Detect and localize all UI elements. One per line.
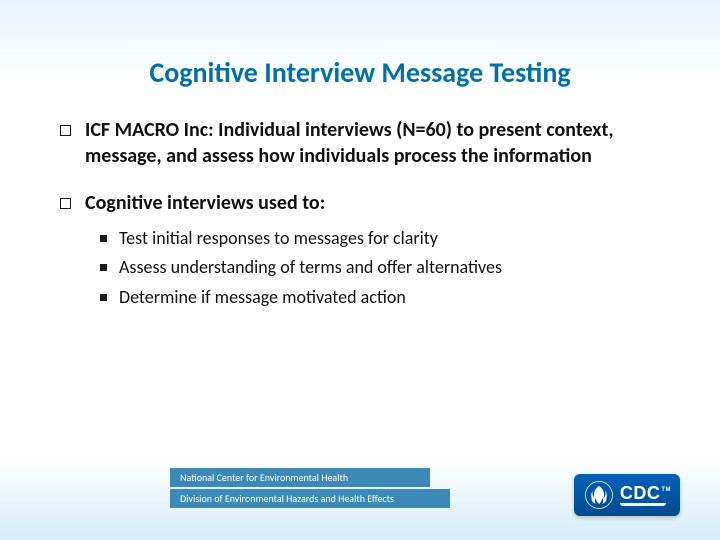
slide-body: Cognitive Interview Message Testing ICF …: [0, 0, 720, 309]
footer-bars: National Center for Environmental Health…: [170, 468, 450, 510]
square-sub-bullet-icon: [100, 264, 107, 271]
footer: National Center for Environmental Health…: [0, 468, 720, 510]
trademark-symbol: TM: [661, 487, 671, 493]
hhs-eagle-icon: [584, 480, 614, 510]
cdc-swoosh-icon: [620, 503, 666, 506]
cdc-text-block: CDCTM: [620, 484, 670, 506]
cdc-letters: CDC: [620, 483, 661, 503]
footer-line-2: Division of Environmental Hazards and He…: [170, 489, 450, 508]
cdc-logo: CDCTM: [574, 474, 680, 516]
square-bullet-icon: [60, 198, 71, 209]
sub-bullet-item: Test initial responses to messages for c…: [100, 227, 660, 250]
sub-bullet-text: Assess understanding of terms and offer …: [119, 256, 502, 279]
square-bullet-icon: [60, 125, 71, 136]
sub-bullet-text: Test initial responses to messages for c…: [119, 227, 438, 250]
sub-bullet-list: Test initial responses to messages for c…: [100, 227, 660, 309]
bullet-item: Cognitive interviews used to:: [60, 191, 660, 217]
square-sub-bullet-icon: [100, 235, 107, 242]
bullet-item: ICF MACRO Inc: Individual interviews (N=…: [60, 118, 660, 169]
sub-bullet-item: Assess understanding of terms and offer …: [100, 256, 660, 279]
bullet-text: Cognitive interviews used to:: [85, 191, 325, 217]
footer-line-1: National Center for Environmental Health: [170, 468, 430, 487]
slide-title: Cognitive Interview Message Testing: [60, 55, 660, 90]
cdc-acronym: CDCTM: [620, 484, 670, 502]
sub-bullet-item: Determine if message motivated action: [100, 286, 660, 309]
sub-bullet-text: Determine if message motivated action: [119, 286, 406, 309]
square-sub-bullet-icon: [100, 294, 107, 301]
bullet-text: ICF MACRO Inc: Individual interviews (N=…: [85, 118, 660, 169]
main-bullet-list: ICF MACRO Inc: Individual interviews (N=…: [60, 118, 660, 217]
